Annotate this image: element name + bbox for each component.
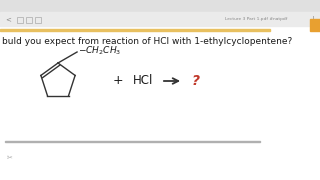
Bar: [17, 17, 23, 23]
Text: <: <: [5, 16, 11, 22]
Text: $-CH_2CH_3$: $-CH_2CH_3$: [78, 45, 121, 57]
Text: HCl: HCl: [133, 75, 153, 87]
Bar: [0, 12, 320, 26]
Text: +: +: [113, 75, 123, 87]
Text: ✂: ✂: [7, 155, 13, 161]
Bar: [35, 17, 41, 23]
Bar: [26, 17, 32, 23]
Bar: [0, 26, 320, 180]
Text: Lecture 3 Part 1.pdf #natpdf: Lecture 3 Part 1.pdf #natpdf: [225, 17, 287, 21]
Bar: [0, 0, 320, 12]
Text: ?: ?: [192, 74, 200, 88]
Text: buld you expect from reaction of HCl with 1-ethylcyclopentene?: buld you expect from reaction of HCl wit…: [2, 37, 292, 46]
Bar: [5, 141, 260, 142]
Text: +: +: [309, 15, 316, 24]
Bar: [0, 29, 270, 31]
Bar: [310, 19, 320, 31]
